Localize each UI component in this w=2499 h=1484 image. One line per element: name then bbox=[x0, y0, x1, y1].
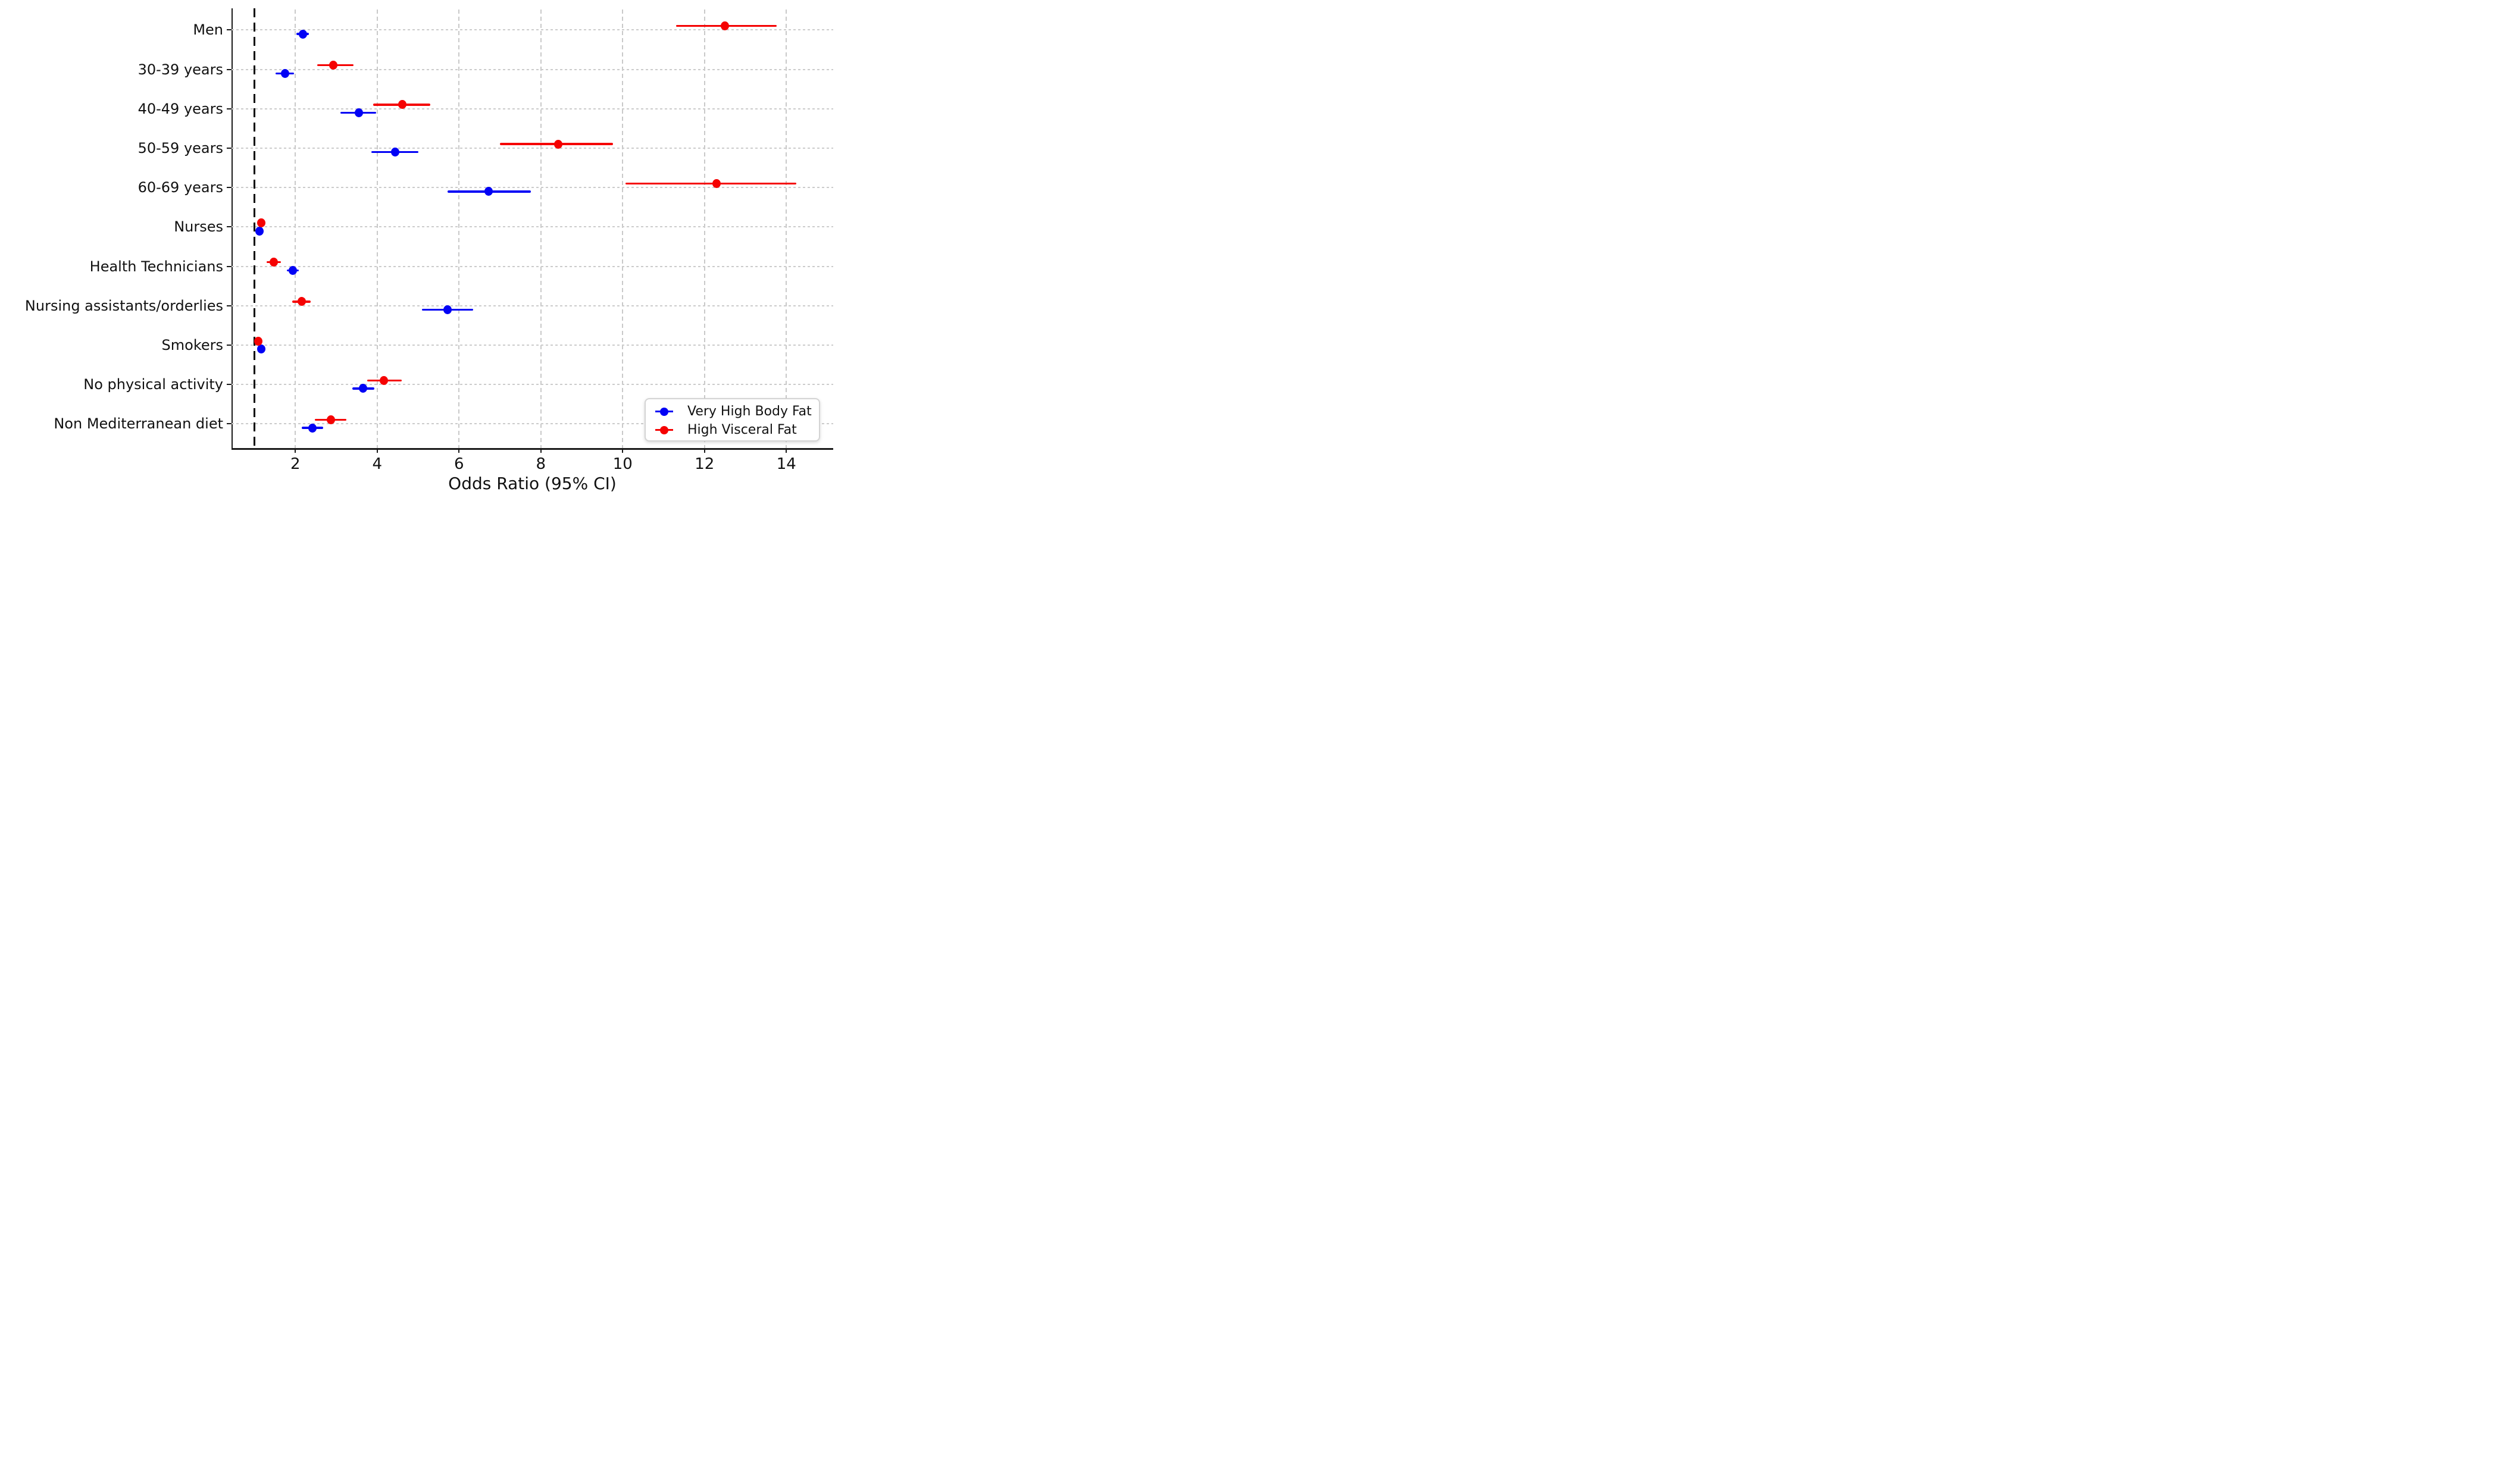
vertical-gridline-x2 bbox=[295, 10, 296, 448]
data-point-high-visceral-fat-row7 bbox=[297, 297, 306, 306]
data-point-high-visceral-fat-row1 bbox=[329, 61, 337, 70]
data-point-high-visceral-fat-row0 bbox=[721, 21, 730, 30]
y-tick-mark-row0 bbox=[227, 29, 232, 31]
y-category-label: 40-49 years bbox=[137, 100, 223, 117]
y-tick-mark-row3 bbox=[227, 147, 232, 149]
vertical-gridline-x14 bbox=[786, 10, 787, 448]
legend-label-0: Very High Body Fat bbox=[687, 404, 812, 419]
x-tick-mark-14 bbox=[786, 448, 787, 453]
horizontal-gridline-row1 bbox=[232, 68, 833, 70]
y-category-label: Nurses bbox=[174, 218, 223, 236]
horizontal-gridline-row8 bbox=[232, 344, 833, 346]
data-point-high-visceral-fat-row8 bbox=[254, 336, 263, 346]
x-tick-mark-10 bbox=[622, 448, 624, 453]
x-tick-label-12: 12 bbox=[695, 455, 715, 473]
y-tick-mark-row5 bbox=[227, 226, 232, 228]
x-tick-mark-4 bbox=[376, 448, 378, 453]
y-tick-mark-row2 bbox=[227, 108, 232, 109]
data-point-very-high-body-fat-row2 bbox=[354, 108, 363, 117]
data-point-very-high-body-fat-row8 bbox=[257, 345, 266, 354]
horizontal-gridline-row10 bbox=[232, 423, 833, 425]
x-tick-label-14: 14 bbox=[776, 455, 796, 473]
data-point-high-visceral-fat-row3 bbox=[554, 139, 563, 149]
y-tick-mark-row1 bbox=[227, 68, 232, 70]
horizontal-gridline-row9 bbox=[232, 384, 833, 386]
vertical-gridline-x10 bbox=[622, 10, 624, 448]
data-point-high-visceral-fat-row10 bbox=[327, 415, 336, 424]
legend-dot-glyph bbox=[660, 407, 668, 416]
y-category-label: 30-39 years bbox=[137, 61, 223, 78]
vertical-gridline-x12 bbox=[703, 10, 705, 448]
y-tick-mark-row6 bbox=[227, 265, 232, 267]
data-point-high-visceral-fat-row6 bbox=[269, 258, 278, 267]
y-tick-mark-row4 bbox=[227, 187, 232, 189]
x-tick-mark-6 bbox=[458, 448, 460, 453]
x-tick-mark-8 bbox=[540, 448, 542, 453]
ci-bar-high-visceral-fat-row4 bbox=[625, 182, 797, 185]
y-tick-mark-row10 bbox=[227, 423, 232, 425]
vertical-gridline-x8 bbox=[540, 10, 542, 448]
legend-label-1: High Visceral Fat bbox=[687, 422, 797, 437]
data-point-very-high-body-fat-row4 bbox=[484, 187, 493, 196]
legend-marker-icon-1 bbox=[655, 425, 673, 434]
x-tick-label-10: 10 bbox=[612, 455, 633, 473]
y-category-label: 60-69 years bbox=[137, 179, 223, 196]
forest-plot-figure: Men 30-39 years 40-49 years 50-59 years 60-6… bbox=[0, 0, 833, 495]
legend: Very High Body Fat High Visceral Fat bbox=[645, 398, 820, 442]
x-tick-mark-12 bbox=[703, 448, 705, 453]
x-tick-label-2: 2 bbox=[290, 455, 301, 473]
data-point-high-visceral-fat-row9 bbox=[380, 375, 389, 385]
horizontal-gridline-row4 bbox=[232, 187, 833, 189]
y-category-label: Health Technicians bbox=[89, 258, 223, 275]
horizontal-gridline-row3 bbox=[232, 147, 833, 149]
y-tick-mark-row9 bbox=[227, 384, 232, 386]
data-point-very-high-body-fat-row1 bbox=[281, 68, 290, 78]
y-category-label: Men bbox=[193, 21, 223, 39]
horizontal-gridline-row7 bbox=[232, 305, 833, 306]
data-point-high-visceral-fat-row5 bbox=[257, 218, 265, 227]
data-point-very-high-body-fat-row9 bbox=[359, 384, 368, 393]
horizontal-gridline-row6 bbox=[232, 265, 833, 267]
x-tick-label-6: 6 bbox=[453, 455, 464, 473]
horizontal-gridline-row2 bbox=[232, 108, 833, 109]
reference-line-or-1 bbox=[254, 8, 255, 448]
x-tick-label-4: 4 bbox=[372, 455, 383, 473]
x-axis-line bbox=[232, 448, 833, 450]
vertical-gridline-x4 bbox=[376, 10, 378, 448]
horizontal-gridline-row5 bbox=[232, 226, 833, 228]
y-category-label: No physical activity bbox=[83, 376, 223, 393]
x-axis-title: Odds Ratio (95% CI) bbox=[448, 474, 617, 493]
y-axis-line bbox=[232, 8, 233, 450]
x-tick-label-8: 8 bbox=[536, 455, 546, 473]
y-tick-mark-row8 bbox=[227, 344, 232, 346]
y-category-label: Nursing assistants/orderlies bbox=[24, 297, 223, 314]
legend-entry-1: High Visceral Fat bbox=[646, 421, 819, 439]
legend-entry-0: Very High Body Fat bbox=[646, 402, 819, 421]
data-point-very-high-body-fat-row7 bbox=[443, 305, 452, 314]
y-category-label: 50-59 years bbox=[137, 139, 223, 156]
y-category-label: Non Mediterranean diet bbox=[54, 415, 223, 433]
horizontal-gridline-row0 bbox=[232, 29, 833, 31]
data-point-high-visceral-fat-row2 bbox=[398, 100, 407, 109]
vertical-gridline-x6 bbox=[458, 10, 460, 448]
plot-area bbox=[0, 0, 833, 495]
data-point-very-high-body-fat-row3 bbox=[391, 148, 400, 157]
data-point-very-high-body-fat-row5 bbox=[255, 226, 264, 236]
x-tick-mark-2 bbox=[295, 448, 296, 453]
y-tick-mark-row7 bbox=[227, 305, 232, 306]
data-point-very-high-body-fat-row0 bbox=[298, 29, 307, 39]
data-point-very-high-body-fat-row6 bbox=[289, 265, 298, 275]
data-point-high-visceral-fat-row4 bbox=[712, 179, 721, 188]
y-category-label: Smokers bbox=[161, 336, 223, 353]
data-point-very-high-body-fat-row10 bbox=[308, 423, 317, 433]
legend-dot-glyph bbox=[660, 425, 668, 434]
legend-marker-icon-0 bbox=[655, 407, 673, 416]
